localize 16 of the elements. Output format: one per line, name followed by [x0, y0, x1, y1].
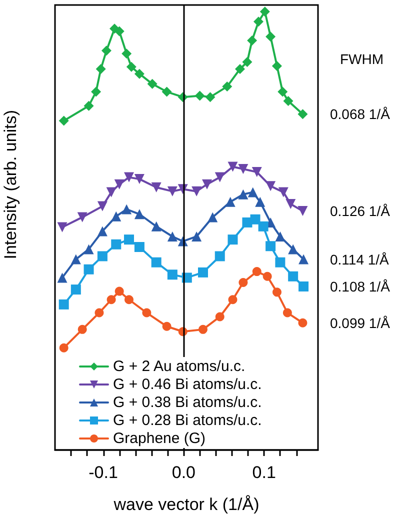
x-tick-label: -0.1: [88, 463, 118, 482]
text: 0.099 1/Å: [330, 314, 391, 331]
legend-label: G + 0.28 Bi atoms/u.c.: [113, 412, 262, 429]
x-axis-title: wave vector k (1/Å): [112, 495, 260, 514]
legend-label: G + 0.46 Bi atoms/u.c.: [113, 376, 262, 393]
text: 0.114 1/Å: [330, 251, 390, 268]
legend-label: G + 0.38 Bi atoms/u.c.: [113, 394, 262, 411]
text: 0.068 1/Å: [330, 106, 391, 122]
y-axis-title: Intensity (arb. units): [1, 110, 20, 260]
text: FWHM: [340, 51, 384, 68]
legend-label: G + 2 Au atoms/u.c.: [113, 358, 246, 375]
x-tick-label: 0.1: [252, 463, 276, 482]
x-tick-label: 0.0: [172, 463, 196, 482]
text: 0.126 1/Å: [330, 203, 391, 220]
text: 0.108 1/Å: [330, 278, 391, 294]
legend-label: Graphene (G): [113, 430, 206, 447]
